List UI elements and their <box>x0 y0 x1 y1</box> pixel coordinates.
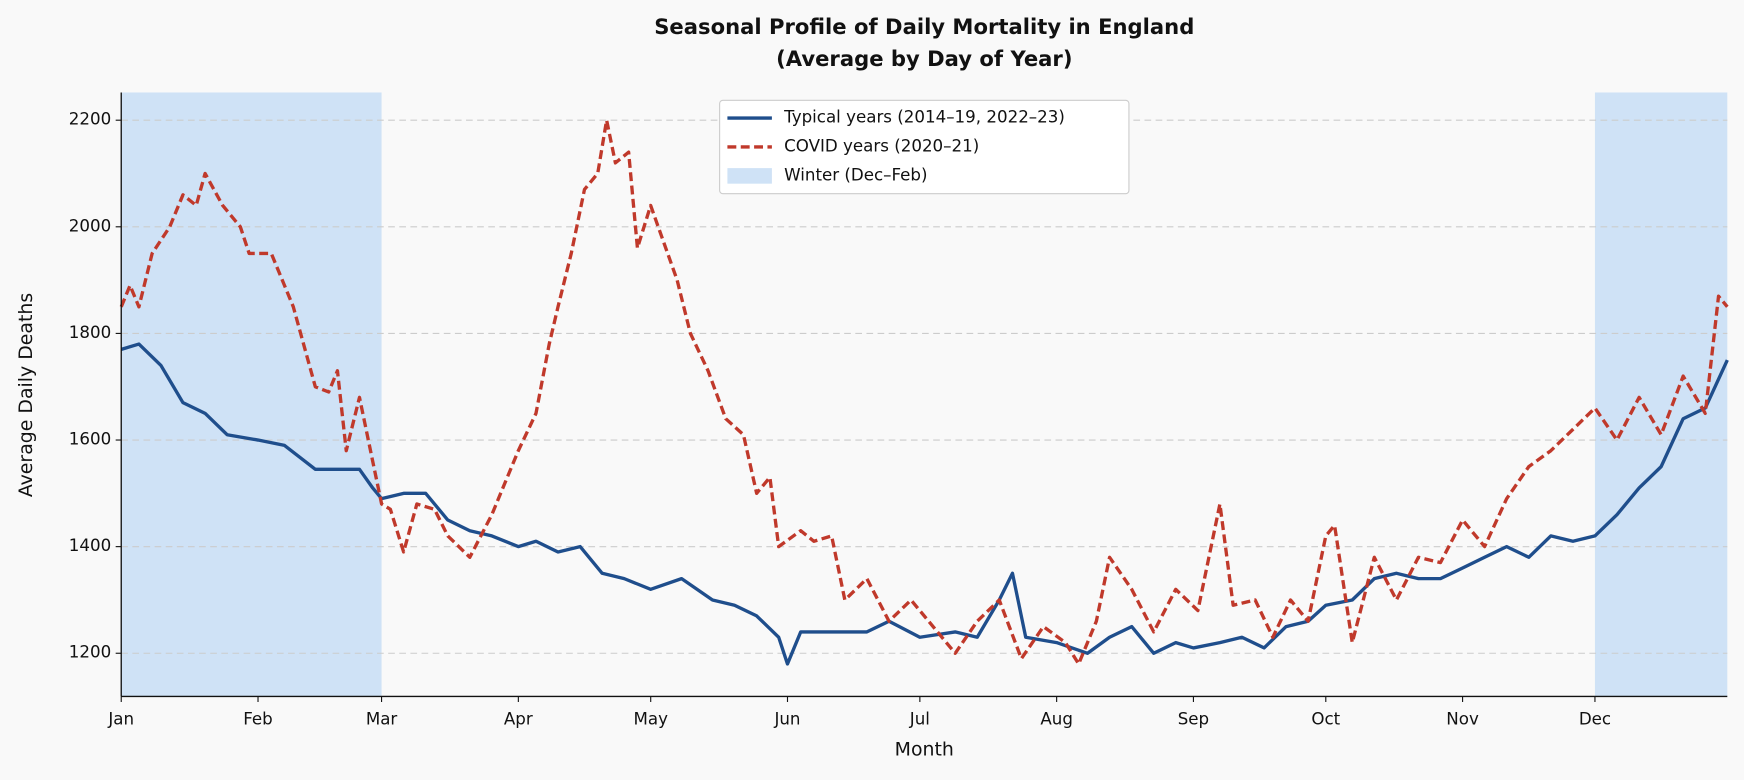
chart-title: Seasonal Profile of Daily Mortality in E… <box>654 14 1194 39</box>
x-tick-label: Jun <box>773 709 800 728</box>
x-tick-label: Aug <box>1040 709 1073 728</box>
y-tick-label: 1200 <box>69 643 111 662</box>
x-tick-label: Sep <box>1178 709 1209 728</box>
legend-label: COVID years (2020–21) <box>784 136 979 155</box>
y-tick-label: 1400 <box>69 536 111 555</box>
legend-label: Winter (Dec–Feb) <box>784 165 927 184</box>
chart-title: (Average by Day of Year) <box>776 46 1072 71</box>
x-tick-label: May <box>633 709 668 728</box>
x-tick-label: Nov <box>1446 709 1479 728</box>
y-axis-label: Average Daily Deaths <box>15 293 37 497</box>
y-tick-label: 2000 <box>69 216 111 235</box>
y-tick-label: 1800 <box>69 323 111 342</box>
x-tick-label: Apr <box>504 709 533 728</box>
y-tick-label: 2200 <box>69 110 111 129</box>
legend-label: Typical years (2014–19, 2022–23) <box>783 108 1065 127</box>
x-tick-label: Mar <box>366 709 398 728</box>
legend-box <box>719 99 1130 195</box>
winter-band <box>121 92 382 697</box>
x-tick-label: Dec <box>1579 709 1611 728</box>
x-tick-label: Oct <box>1311 709 1340 728</box>
winter-band <box>1594 92 1728 697</box>
legend: Typical years (2014–19, 2022–23) COVID ye… <box>719 99 1130 195</box>
x-axis-label: Month <box>895 738 954 760</box>
y-tick-label: 1600 <box>69 430 111 449</box>
x-tick-label: Jan <box>107 709 134 728</box>
legend-swatch <box>727 168 772 184</box>
x-tick-label: Jul <box>909 709 930 728</box>
series-line <box>119 118 1729 666</box>
x-tick-label: Feb <box>243 709 273 728</box>
